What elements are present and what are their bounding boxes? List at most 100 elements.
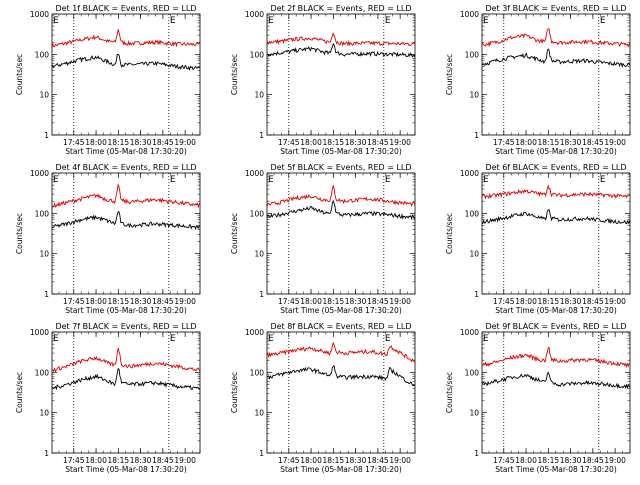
plot-frame	[481, 13, 631, 136]
marker-label: E	[53, 334, 59, 344]
y-tick-label: 100	[250, 368, 265, 377]
y-tick-label: 1	[259, 290, 264, 299]
panel-title: Det 8f BLACK = Events, RED = LLD	[270, 322, 411, 331]
panel-title: Det 1f BLACK = Events, RED = LLD	[55, 4, 196, 13]
events-series-line	[52, 53, 200, 72]
y-tick-label: 10	[39, 409, 49, 418]
marker-label: E	[268, 175, 274, 185]
marker-label: E	[483, 16, 489, 26]
plot-frame	[51, 13, 201, 136]
y-tick-label: 10	[39, 250, 49, 259]
x-tick-label: 18:15	[323, 138, 345, 147]
marker-label: E	[268, 334, 274, 344]
x-tick-label: 17:45	[493, 138, 515, 147]
y-axis-label: Counts/sec	[445, 54, 454, 95]
y-tick-label: 10	[469, 409, 479, 418]
y-tick-label: 1000	[245, 169, 264, 178]
x-tick-label: 18:15	[538, 297, 560, 306]
marker-label: E	[268, 16, 274, 26]
y-axis-label: Counts/sec	[15, 54, 24, 95]
y-axis-label: Counts/sec	[230, 213, 239, 254]
plot-frame	[266, 172, 416, 295]
marker-label: E	[483, 175, 489, 185]
y-tick-label: 1000	[245, 10, 264, 19]
marker-label: E	[600, 334, 606, 344]
lld-series-line	[52, 29, 200, 49]
marker-label: E	[483, 334, 489, 344]
y-axis-label: Counts/sec	[15, 372, 24, 413]
x-axis-label: Start Time (05-Mar-08 17:30:20)	[65, 147, 187, 156]
y-tick-label: 100	[250, 209, 265, 218]
y-tick-label: 10	[254, 91, 264, 100]
x-tick-label: 18:00	[300, 456, 322, 465]
y-tick-label: 1000	[460, 10, 479, 19]
x-tick-label: 18:45	[582, 138, 604, 147]
plot-frame	[51, 331, 201, 454]
panel-title: Det 9f BLACK = Events, RED = LLD	[485, 322, 626, 331]
y-tick-label: 1000	[460, 169, 479, 178]
y-tick-label: 100	[35, 209, 50, 218]
x-tick-label: 18:30	[130, 456, 152, 465]
y-tick-label: 10	[469, 91, 479, 100]
x-tick-label: 18:00	[515, 297, 537, 306]
marker-label: E	[53, 16, 59, 26]
x-tick-label: 17:45	[493, 456, 515, 465]
x-axis-label: Start Time (05-Mar-08 17:30:20)	[495, 465, 617, 474]
y-tick-label: 1	[474, 131, 479, 140]
y-tick-label: 100	[35, 50, 50, 59]
y-tick-label: 100	[465, 209, 480, 218]
detector-panel: Det 8f BLACK = Events, RED = LLD 1 10 100 10…	[230, 322, 416, 474]
plot-frame	[51, 172, 201, 295]
detector-panel: Det 2f BLACK = Events, RED = LLD 1 10 100 10…	[230, 4, 416, 156]
x-axis-label: Start Time (05-Mar-08 17:30:20)	[495, 306, 617, 315]
detector-panel: Det 6f BLACK = Events, RED = LLD 1 10 100 10…	[445, 163, 631, 315]
y-tick-label: 1000	[460, 328, 479, 337]
x-tick-label: 19:00	[174, 456, 196, 465]
y-tick-label: 1000	[30, 169, 49, 178]
x-tick-label: 18:00	[85, 138, 107, 147]
plot-frame	[481, 331, 631, 454]
y-tick-label: 10	[469, 250, 479, 259]
x-tick-label: 18:45	[582, 456, 604, 465]
marker-label: E	[170, 175, 176, 185]
x-tick-label: 18:30	[560, 138, 582, 147]
detector-panel: Det 9f BLACK = Events, RED = LLD 1 10 100 10…	[445, 322, 631, 474]
y-tick-label: 100	[250, 50, 265, 59]
y-tick-label: 10	[39, 91, 49, 100]
events-series-line	[482, 48, 630, 69]
x-tick-label: 19:00	[389, 456, 411, 465]
y-tick-label: 1	[474, 449, 479, 458]
panel-title: Det 3f BLACK = Events, RED = LLD	[485, 4, 626, 13]
y-tick-label: 1000	[30, 328, 49, 337]
marker-label: E	[170, 334, 176, 344]
y-tick-label: 100	[465, 368, 480, 377]
x-tick-label: 17:45	[63, 297, 85, 306]
x-tick-label: 18:30	[560, 456, 582, 465]
marker-label: E	[600, 175, 606, 185]
y-axis-label: Counts/sec	[230, 54, 239, 95]
panel-title: Det 4f BLACK = Events, RED = LLD	[55, 163, 196, 172]
events-series-line	[267, 199, 415, 221]
x-tick-label: 18:30	[560, 297, 582, 306]
events-series-line	[52, 211, 200, 231]
x-tick-label: 18:30	[130, 138, 152, 147]
y-tick-label: 1	[474, 290, 479, 299]
x-tick-label: 18:15	[323, 297, 345, 306]
events-series-line	[267, 364, 415, 387]
panel-title: Det 5f BLACK = Events, RED = LLD	[270, 163, 411, 172]
y-tick-label: 10	[254, 409, 264, 418]
y-tick-label: 1	[259, 449, 264, 458]
x-axis-label: Start Time (05-Mar-08 17:30:20)	[280, 465, 402, 474]
panel-title: Det 2f BLACK = Events, RED = LLD	[270, 4, 411, 13]
detector-panel: Det 1f BLACK = Events, RED = LLD 1 10 100 10…	[15, 4, 201, 156]
x-tick-label: 18:00	[515, 138, 537, 147]
x-tick-label: 17:45	[63, 138, 85, 147]
x-tick-label: 18:45	[367, 138, 389, 147]
marker-label: E	[600, 16, 606, 26]
x-tick-label: 18:30	[345, 456, 367, 465]
lld-series-line	[52, 347, 200, 373]
x-tick-label: 18:00	[85, 297, 107, 306]
x-tick-label: 18:45	[367, 297, 389, 306]
y-tick-label: 1000	[245, 328, 264, 337]
